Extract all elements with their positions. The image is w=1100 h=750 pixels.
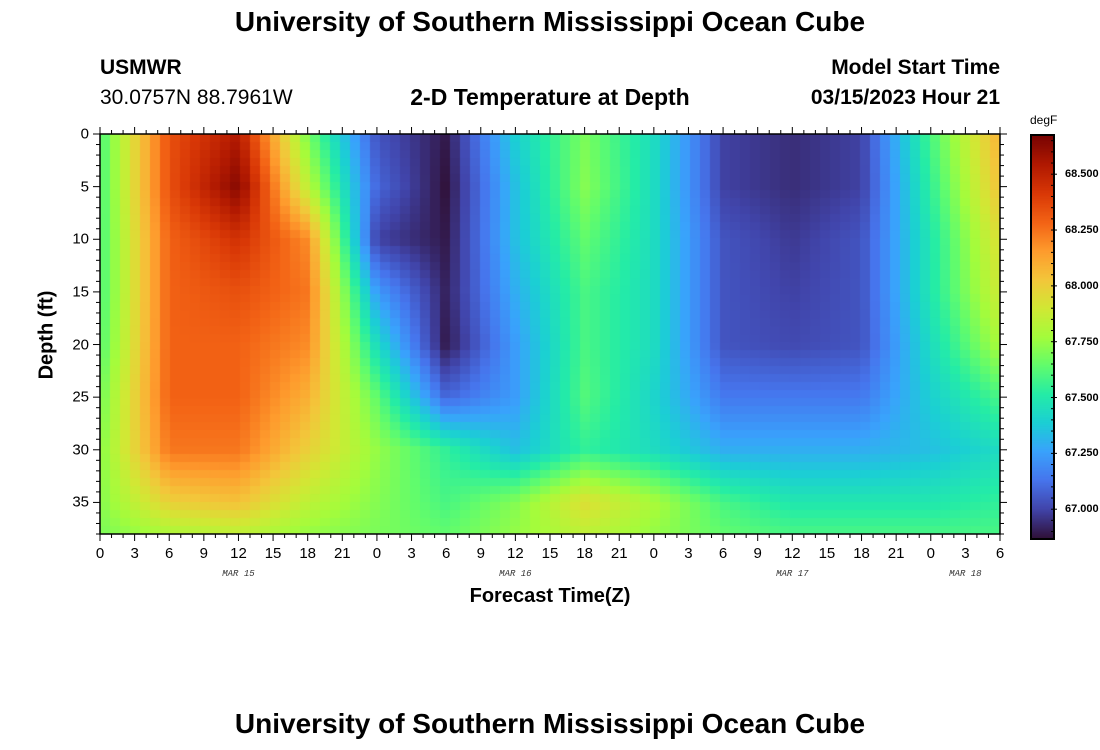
chart-title-bottom: University of Southern Mississippi Ocean…	[234, 708, 866, 739]
y-axis-label: Depth (ft)	[35, 290, 58, 380]
y-tick-label: 30	[72, 441, 89, 459]
x-tick-label: 0	[926, 545, 935, 562]
y-tick-label: 15	[72, 283, 89, 301]
x-tick-label: 3	[407, 545, 416, 562]
colorbar-tick-label: 68.250	[1065, 224, 1099, 237]
x-tick-label: 12	[783, 545, 801, 562]
y-tick-label: 0	[80, 125, 89, 143]
x-tick-label: 6	[441, 545, 451, 562]
x-tick-label: 21	[610, 545, 628, 562]
x-tick-label: 3	[961, 545, 970, 562]
x-tick-label: 6	[718, 545, 728, 562]
x-tick-label: 21	[887, 545, 905, 562]
x-tick-label: 9	[476, 545, 485, 562]
y-tick-label: 25	[72, 388, 89, 406]
plot-border	[99, 133, 1001, 535]
model-start-label: Model Start Time	[831, 56, 1000, 79]
x-tick-label: 18	[576, 545, 593, 562]
y-tick-label: 5	[80, 178, 89, 196]
x-tick-label: 12	[230, 545, 247, 562]
x-tick-label: 3	[684, 545, 693, 562]
colorbar-tick-label: 67.750	[1065, 335, 1099, 348]
x-tick-label: 15	[818, 545, 836, 562]
colorbar-tick-label: 67.250	[1065, 447, 1099, 460]
x-tick-label: 18	[299, 545, 317, 562]
colorbar-gradient	[1030, 134, 1055, 540]
x-tick-label: 0	[649, 545, 659, 562]
temperature-heatmap	[100, 134, 1000, 534]
x-date-label: MAR 18	[949, 569, 982, 579]
chart-title-top: University of Southern Mississippi Ocean…	[234, 6, 866, 37]
x-tick-label: 6	[995, 545, 1005, 562]
x-axis-label: Forecast Time(Z)	[469, 585, 631, 607]
colorbar-unit: degF	[1030, 113, 1058, 127]
station-coordinates: 30.0757N 88.7961W	[100, 86, 293, 109]
colorbar-tick-label: 68.000	[1065, 279, 1099, 292]
chart-subtitle: 2-D Temperature at Depth	[410, 84, 690, 110]
y-tick-label: 35	[72, 493, 89, 511]
x-tick-label: 3	[130, 545, 139, 562]
station-id: USMWR	[100, 56, 182, 79]
x-tick-label: 6	[165, 545, 174, 562]
x-tick-label: 0	[372, 545, 382, 562]
x-tick-label: 21	[333, 545, 351, 562]
x-date-label: MAR 15	[222, 569, 255, 579]
x-tick-label: 0	[95, 545, 105, 562]
colorbar-tick-label: 67.000	[1065, 503, 1099, 516]
model-start-value: 03/15/2023 Hour 21	[810, 86, 1000, 109]
y-tick-label: 20	[72, 336, 89, 354]
x-tick-label: 15	[541, 545, 559, 562]
x-tick-label: 18	[853, 545, 870, 562]
colorbar-tick-label: 67.500	[1065, 391, 1099, 404]
x-date-label: MAR 16	[499, 569, 532, 579]
x-tick-label: 9	[199, 545, 209, 562]
colorbar-tick-label: 68.500	[1065, 168, 1099, 181]
x-tick-label: 12	[507, 545, 524, 562]
y-tick-label: 10	[72, 230, 89, 248]
x-tick-label: 15	[264, 545, 282, 562]
x-date-label: MAR 17	[776, 569, 809, 579]
x-tick-label: 9	[753, 545, 762, 562]
